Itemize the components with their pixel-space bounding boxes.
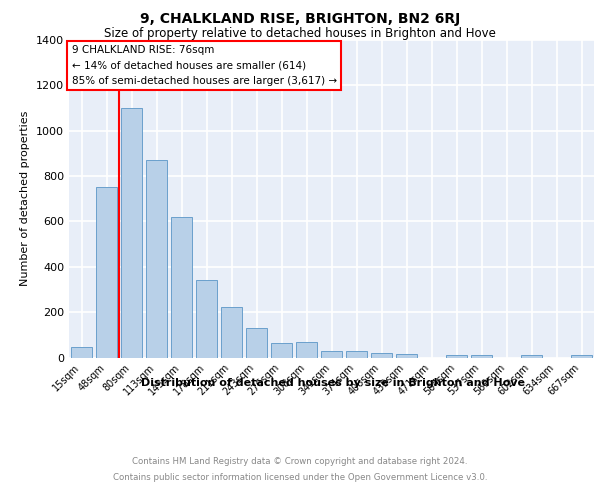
Bar <box>146 160 167 358</box>
Bar <box>296 342 317 357</box>
Y-axis label: Number of detached properties: Number of detached properties <box>20 111 31 286</box>
Text: Size of property relative to detached houses in Brighton and Hove: Size of property relative to detached ho… <box>104 28 496 40</box>
Bar <box>71 346 92 358</box>
Bar <box>471 355 492 358</box>
Text: 9, CHALKLAND RISE, BRIGHTON, BN2 6RJ: 9, CHALKLAND RISE, BRIGHTON, BN2 6RJ <box>140 12 460 26</box>
Bar <box>221 307 242 358</box>
Text: Contains public sector information licensed under the Open Government Licence v3: Contains public sector information licen… <box>113 472 487 482</box>
Bar <box>96 188 117 358</box>
Bar <box>371 354 392 358</box>
Bar <box>571 355 592 358</box>
Bar <box>171 217 192 358</box>
Bar <box>271 343 292 357</box>
Bar <box>396 354 417 358</box>
Text: 9 CHALKLAND RISE: 76sqm
← 14% of detached houses are smaller (614)
85% of semi-d: 9 CHALKLAND RISE: 76sqm ← 14% of detache… <box>71 45 337 86</box>
Bar <box>246 328 267 358</box>
Text: Distribution of detached houses by size in Brighton and Hove: Distribution of detached houses by size … <box>141 378 525 388</box>
Bar <box>121 108 142 358</box>
Bar <box>521 355 542 358</box>
Bar <box>321 351 342 358</box>
Bar <box>196 280 217 357</box>
Bar <box>346 352 367 358</box>
Bar <box>446 355 467 358</box>
Text: Contains HM Land Registry data © Crown copyright and database right 2024.: Contains HM Land Registry data © Crown c… <box>132 458 468 466</box>
